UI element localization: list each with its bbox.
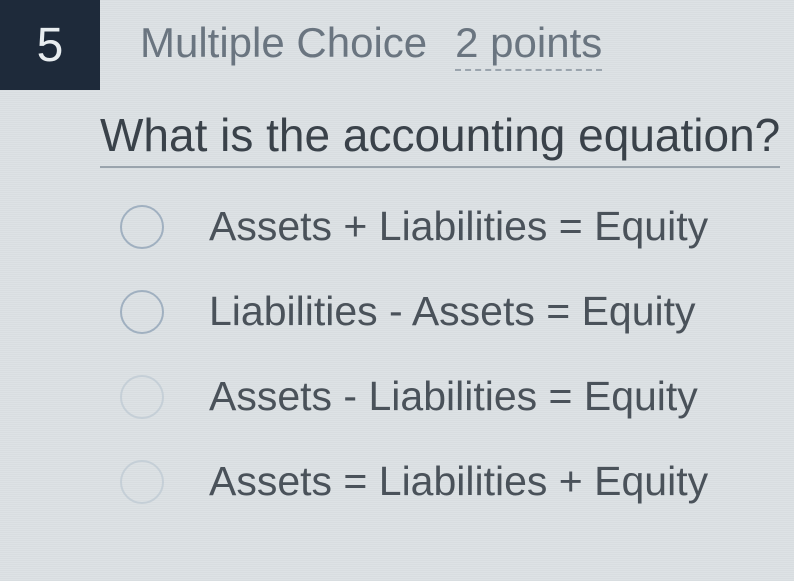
radio-icon[interactable] — [120, 290, 164, 334]
option-row[interactable]: Liabilities - Assets = Equity — [120, 288, 794, 335]
question-header: 5 Multiple Choice 2 points — [0, 0, 794, 90]
radio-icon[interactable] — [120, 460, 164, 504]
question-number: 5 — [37, 18, 64, 73]
option-row[interactable]: Assets + Liabilities = Equity — [120, 203, 794, 250]
question-number-badge: 5 — [0, 0, 100, 90]
options-list: Assets + Liabilities = Equity Liabilitie… — [120, 203, 794, 505]
option-label: Assets + Liabilities = Equity — [209, 203, 708, 250]
header-text: Multiple Choice 2 points — [140, 19, 602, 71]
question-text-container: What is the accounting equation? — [0, 90, 794, 168]
radio-icon[interactable] — [120, 205, 164, 249]
option-row[interactable]: Assets - Liabilities = Equity — [120, 373, 794, 420]
option-label: Assets = Liabilities + Equity — [209, 458, 708, 505]
question-type: Multiple Choice — [140, 19, 427, 67]
option-row[interactable]: Assets = Liabilities + Equity — [120, 458, 794, 505]
radio-icon[interactable] — [120, 375, 164, 419]
option-label: Liabilities - Assets = Equity — [209, 288, 696, 335]
question-points: 2 points — [455, 19, 602, 71]
option-label: Assets - Liabilities = Equity — [209, 373, 698, 420]
question-text: What is the accounting equation? — [100, 108, 780, 168]
